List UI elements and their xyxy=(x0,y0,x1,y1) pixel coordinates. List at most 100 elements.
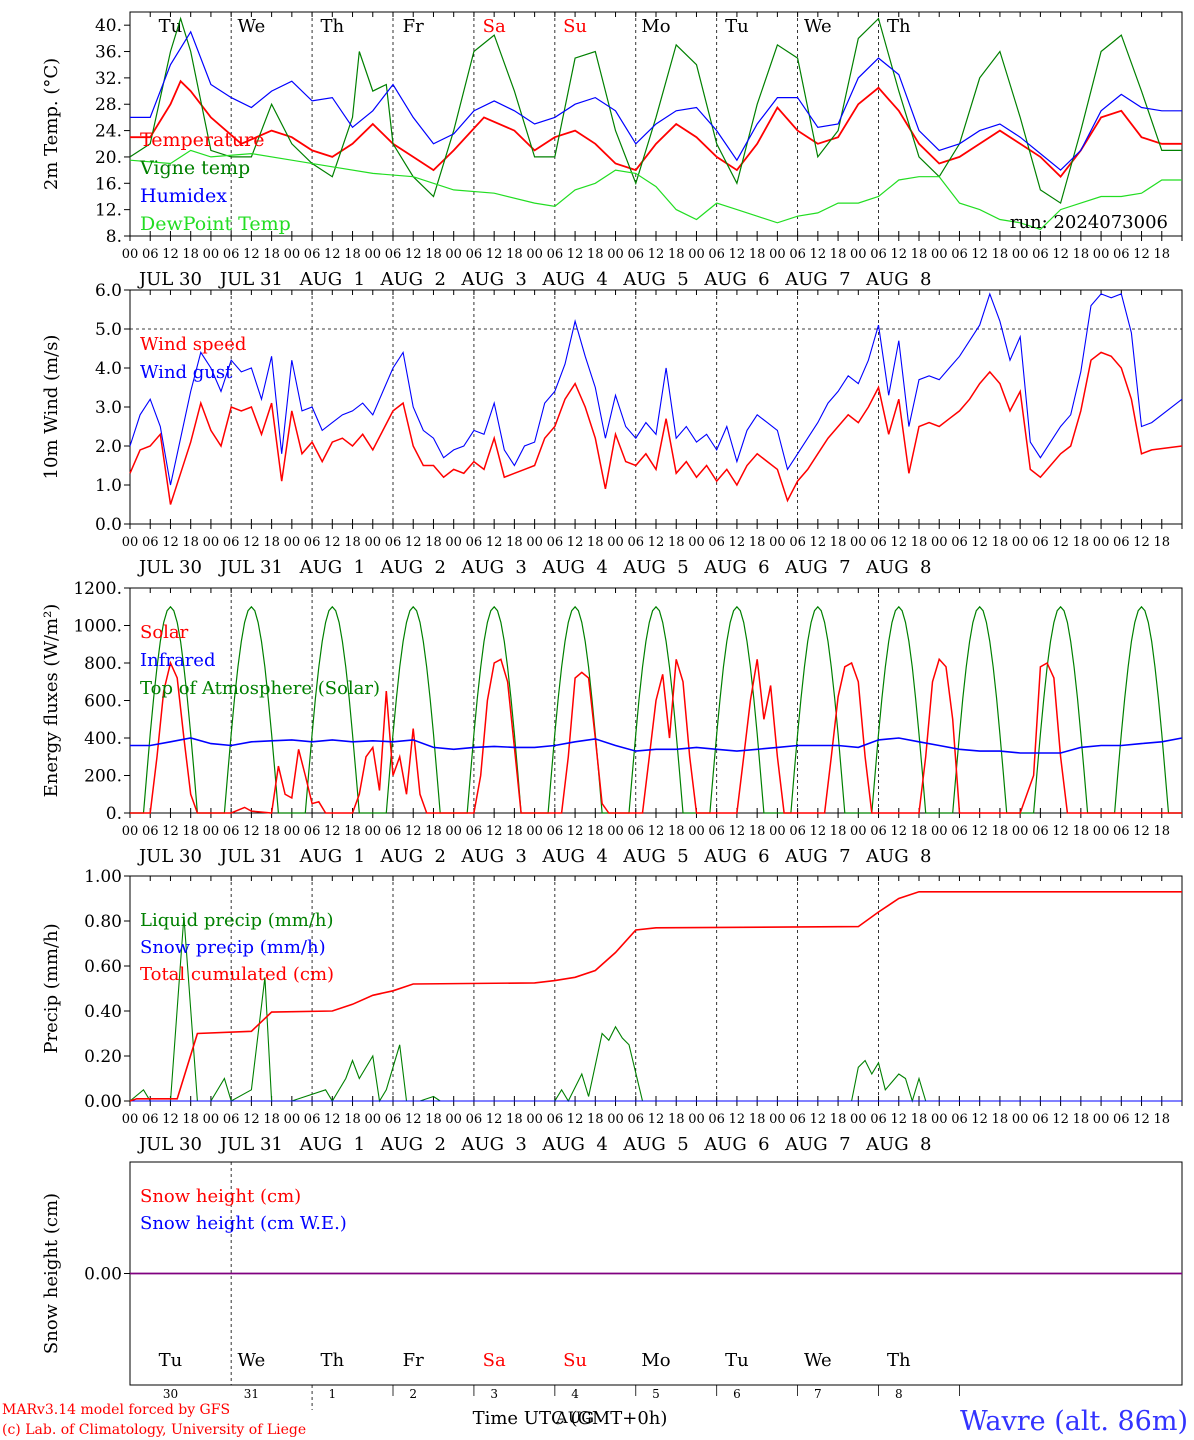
date-label: AUG 1 xyxy=(299,557,365,578)
hour-label: 12 xyxy=(405,247,422,262)
day-abbr-label: Th xyxy=(887,16,911,37)
hour-label: 18 xyxy=(263,824,280,839)
hour-label: 06 xyxy=(1032,535,1049,550)
hour-label: 18 xyxy=(506,1112,523,1127)
hour-label: 18 xyxy=(344,535,361,550)
y-tick-label: 0.40 xyxy=(84,1002,122,1022)
date-label: AUG 4 xyxy=(541,1134,607,1155)
date-label: AUG 8 xyxy=(865,846,931,867)
hour-label: 00 xyxy=(445,247,462,262)
hour-label: 00 xyxy=(364,1112,381,1127)
hour-label: 06 xyxy=(547,1112,564,1127)
hour-label: 00 xyxy=(850,247,867,262)
legend-entry: Snow height (cm) xyxy=(140,1186,301,1207)
hour-label: 00 xyxy=(203,824,220,839)
hour-label: 12 xyxy=(1133,535,1150,550)
hour-label: 06 xyxy=(708,535,725,550)
hour-label: 12 xyxy=(890,247,907,262)
hour-label: 18 xyxy=(263,535,280,550)
legend-entry: DewPoint Temp xyxy=(140,213,291,235)
hour-label: 12 xyxy=(648,535,665,550)
legend-entry: Wind gust xyxy=(140,362,233,383)
date-label: AUG 2 xyxy=(380,557,446,578)
legend-entry: Humidex xyxy=(140,185,227,207)
series-solar xyxy=(130,657,1182,814)
day-abbr-label: We xyxy=(238,1350,266,1371)
hour-label: 00 xyxy=(284,535,301,550)
y-axis-label: 2m Temp. (°C) xyxy=(41,58,62,190)
hour-label: 12 xyxy=(810,247,827,262)
hour-label: 00 xyxy=(284,824,301,839)
day-abbr-label: Th xyxy=(321,1350,345,1371)
hour-label: 18 xyxy=(992,535,1009,550)
hour-label: 18 xyxy=(182,824,199,839)
hour-label: 00 xyxy=(203,535,220,550)
date-label: AUG 3 xyxy=(460,269,526,290)
date-label: JUL 31 xyxy=(218,557,283,578)
hour-label: 00 xyxy=(850,824,867,839)
hour-label: 12 xyxy=(567,535,584,550)
hour-label: 06 xyxy=(708,824,725,839)
hour-label: 06 xyxy=(870,535,887,550)
hour-label: 06 xyxy=(547,824,564,839)
day-abbr-label: Th xyxy=(887,1350,911,1371)
date-label: JUL 30 xyxy=(137,269,202,290)
hour-label: 06 xyxy=(223,535,240,550)
hour-label: 18 xyxy=(992,824,1009,839)
hour-label: 06 xyxy=(385,824,402,839)
hour-label: 18 xyxy=(263,247,280,262)
legend-entry: Snow precip (mm/h) xyxy=(140,937,326,958)
hour-label: 18 xyxy=(344,1112,361,1127)
hour-label: 12 xyxy=(162,535,179,550)
hour-label: 12 xyxy=(405,1112,422,1127)
hour-label: 06 xyxy=(223,247,240,262)
date-label: AUG 4 xyxy=(541,846,607,867)
hour-label: 18 xyxy=(344,247,361,262)
hour-label: 12 xyxy=(162,247,179,262)
hour-label: 00 xyxy=(122,824,139,839)
hour-label: 00 xyxy=(931,1112,948,1127)
y-tick-label: 3.0 xyxy=(95,398,122,418)
hour-label: 18 xyxy=(263,1112,280,1127)
day-number-label: 8 xyxy=(895,1387,903,1401)
y-tick-label: 4.0 xyxy=(95,359,122,379)
date-label: AUG 6 xyxy=(703,1134,769,1155)
hour-label: 00 xyxy=(526,535,543,550)
hour-label: 06 xyxy=(223,824,240,839)
hour-label: 18 xyxy=(1073,535,1090,550)
hour-label: 06 xyxy=(1032,247,1049,262)
date-label: AUG 8 xyxy=(865,269,931,290)
hour-label: 18 xyxy=(911,247,928,262)
hour-label: 12 xyxy=(486,824,503,839)
hour-label: 12 xyxy=(1052,1112,1069,1127)
series-total-cumulated-cm xyxy=(129,890,1182,1102)
hour-label: 06 xyxy=(466,1112,483,1127)
hour-label: 12 xyxy=(243,824,260,839)
date-label: JUL 31 xyxy=(218,1134,283,1155)
legend-entry: Infrared xyxy=(140,650,215,671)
y-tick-label: 1.00 xyxy=(84,867,122,887)
hour-label: 00 xyxy=(688,535,705,550)
hour-label: 18 xyxy=(344,824,361,839)
hour-label: 06 xyxy=(142,1112,159,1127)
y-tick-label: 12. xyxy=(95,201,122,221)
hour-label: 00 xyxy=(1012,824,1029,839)
hour-label: 00 xyxy=(769,1112,786,1127)
hour-label: 00 xyxy=(1093,824,1110,839)
hour-label: 06 xyxy=(466,824,483,839)
hour-label: 12 xyxy=(567,1112,584,1127)
y-tick-label: 0.60 xyxy=(84,957,122,977)
y-tick-label: 1.0 xyxy=(95,476,122,496)
hour-label: 06 xyxy=(708,247,725,262)
hour-label: 12 xyxy=(648,1112,665,1127)
hour-label: 12 xyxy=(243,535,260,550)
hour-label: 00 xyxy=(284,1112,301,1127)
hour-label: 12 xyxy=(1133,824,1150,839)
date-label: AUG 4 xyxy=(541,269,607,290)
y-tick-label: 0.0 xyxy=(95,515,122,535)
day-abbr-label: Tu xyxy=(159,1350,183,1371)
hour-label: 18 xyxy=(587,1112,604,1127)
legend-entry: Solar xyxy=(140,622,189,643)
